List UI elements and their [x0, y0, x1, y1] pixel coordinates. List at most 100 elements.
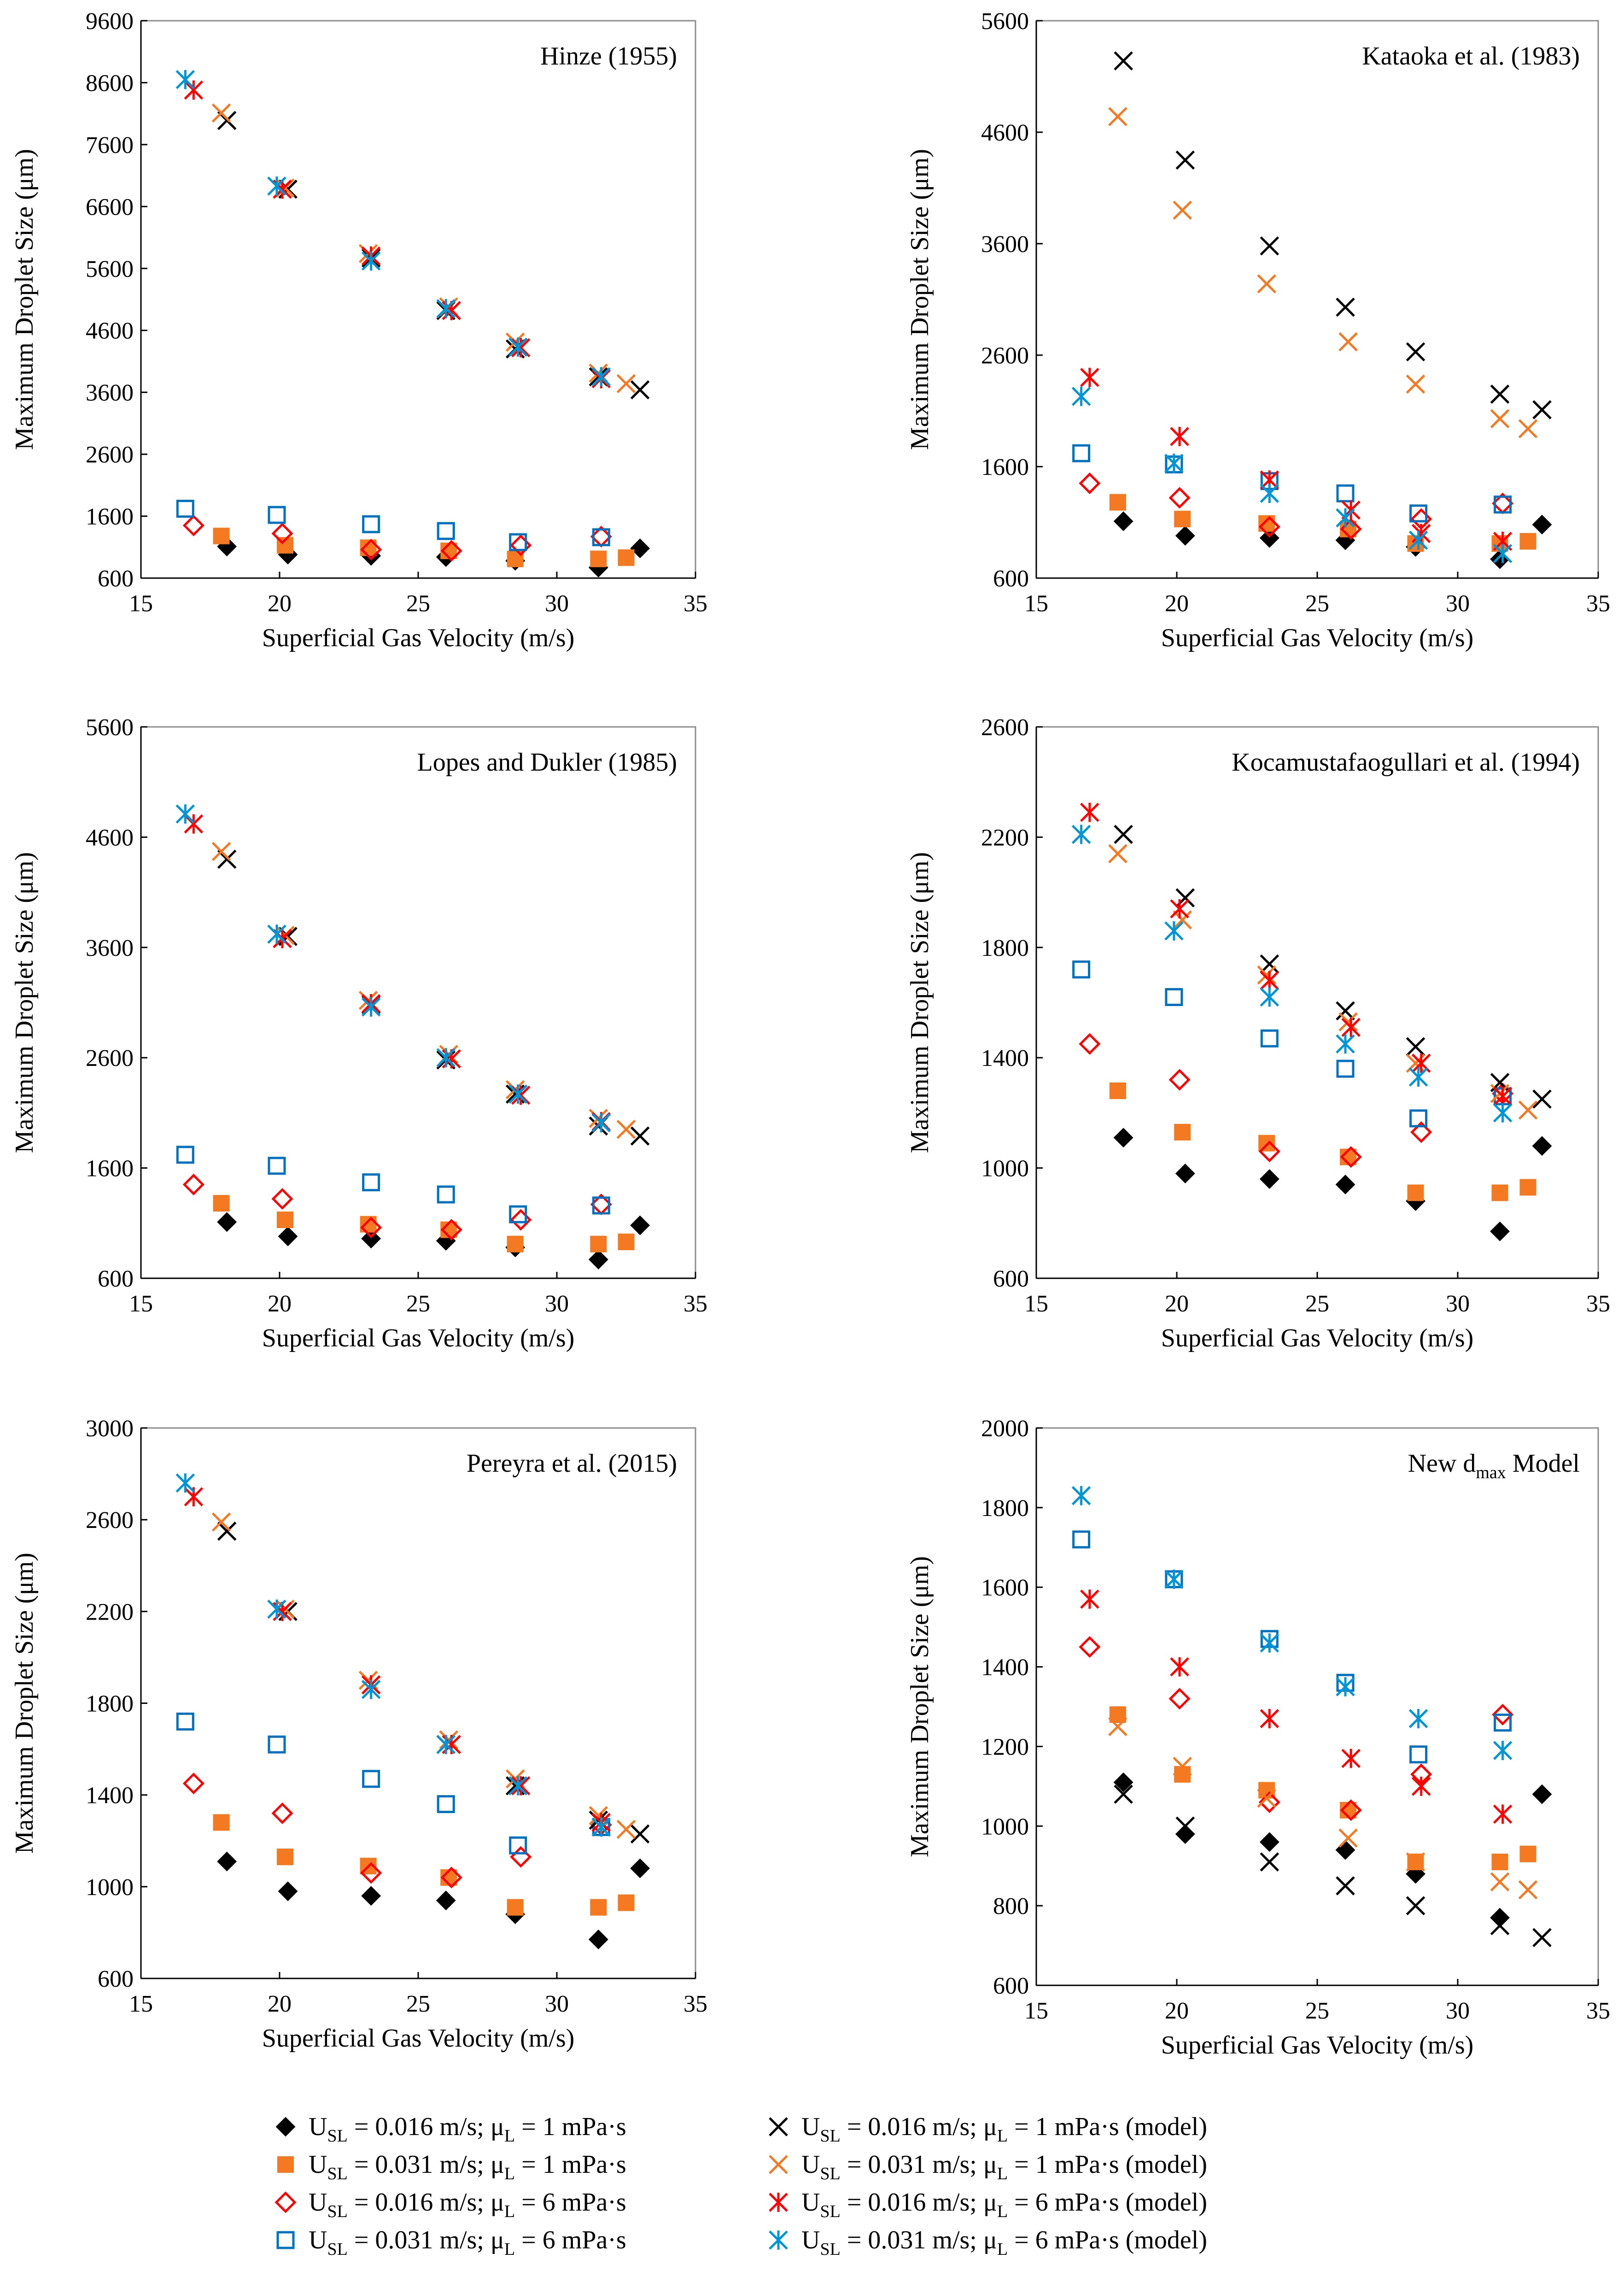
x-axis-label: Superficial Gas Velocity (m/s) — [262, 1324, 575, 1352]
data-point — [1490, 384, 1510, 404]
data-point — [1260, 1029, 1279, 1047]
y-tick-label: 1800 — [981, 935, 1029, 961]
data-point — [217, 1212, 237, 1232]
x-tick-label: 35 — [683, 591, 707, 617]
data-point — [591, 1817, 611, 1837]
data-point — [1170, 1657, 1189, 1677]
data-point — [1260, 1852, 1279, 1872]
data-point — [1114, 825, 1133, 844]
legend-item: USL = 0.031 m/s; μL = 6 mPa·s (model) — [769, 2226, 1207, 2259]
legend-marker — [769, 2193, 788, 2212]
series-5 — [217, 849, 650, 1146]
legend-label: USL = 0.016 m/s; μL = 1 mPa·s — [309, 2112, 626, 2146]
data-point — [362, 515, 380, 533]
x-tick-label: 25 — [406, 1991, 430, 2017]
data-point — [440, 540, 462, 562]
series-1 — [1113, 1772, 1552, 1928]
data-point — [616, 374, 636, 393]
data-point — [511, 1776, 531, 1796]
data-point — [361, 1679, 381, 1699]
data-point — [1490, 549, 1510, 569]
y-tick-label: 600 — [98, 1966, 134, 1992]
data-point — [1532, 400, 1552, 420]
series-6 — [1108, 107, 1538, 439]
y-tick-label: 1800 — [86, 1691, 134, 1717]
y-tick-label: 3600 — [86, 380, 134, 406]
x-tick-label: 30 — [1446, 1998, 1470, 2024]
data-point — [590, 1235, 607, 1252]
data-point — [1532, 1089, 1552, 1109]
series-2 — [213, 1814, 635, 1916]
series-3 — [1079, 1636, 1514, 1821]
y-tick-label: 2600 — [86, 1045, 134, 1071]
data-point — [1175, 526, 1195, 546]
data-point — [510, 1846, 532, 1868]
data-point — [507, 1235, 524, 1252]
x-tick-label: 15 — [1024, 1998, 1048, 2024]
y-axis-label: Maximum Droplet Size (μm) — [10, 149, 39, 450]
x-axis-label: Superficial Gas Velocity (m/s) — [1161, 2031, 1474, 2060]
x-tick-label: 15 — [129, 1991, 153, 2017]
data-point — [211, 1512, 231, 1532]
series-3 — [182, 1773, 612, 1889]
data-point — [1260, 236, 1279, 256]
x-tick-label: 35 — [683, 1291, 707, 1317]
data-point — [508, 337, 528, 357]
series-7 — [184, 814, 611, 1131]
data-point — [277, 1211, 294, 1229]
series-4 — [1072, 960, 1512, 1128]
data-point — [589, 1806, 608, 1826]
data-point — [267, 925, 286, 944]
legend-marker — [769, 2230, 788, 2250]
series-4 — [1072, 1530, 1512, 1764]
x-tick-label: 25 — [406, 1291, 430, 1317]
y-axis-label: Maximum Droplet Size (μm) — [905, 852, 934, 1153]
data-point — [1260, 1633, 1279, 1653]
data-point — [591, 1113, 611, 1133]
x-tick-label: 35 — [1586, 1998, 1610, 2024]
data-point — [1113, 511, 1133, 531]
data-point — [1175, 1816, 1195, 1836]
data-point — [1490, 409, 1510, 428]
x-tick-label: 15 — [1024, 1291, 1048, 1317]
series-2 — [213, 1195, 635, 1252]
series-7 — [184, 80, 611, 388]
data-point — [588, 1249, 608, 1270]
x-tick-label: 35 — [1586, 591, 1610, 617]
chart-panel-5: 600 1000 1400 1800 2200 2600 3000 15 20 25 30 35 Sup… — [10, 1416, 707, 2053]
y-tick-label: 7600 — [86, 132, 134, 158]
data-point — [1407, 1184, 1424, 1201]
data-point — [182, 1773, 204, 1795]
data-point — [508, 1776, 528, 1796]
data-point — [437, 522, 455, 540]
data-point — [1173, 1756, 1192, 1776]
data-point — [1338, 1012, 1358, 1032]
x-axis-label: Superficial Gas Velocity (m/s) — [1161, 624, 1474, 652]
data-point — [1260, 484, 1279, 503]
data-point — [1519, 1179, 1536, 1196]
data-point — [1257, 1789, 1276, 1808]
data-point — [1519, 1845, 1536, 1862]
x-tick-label: 30 — [1446, 1291, 1470, 1317]
series-8 — [1071, 825, 1513, 1123]
data-point — [1173, 910, 1192, 930]
series-3 — [182, 1173, 612, 1241]
data-point — [436, 1735, 456, 1755]
data-point — [1079, 1033, 1101, 1055]
legend-label: USL = 0.031 m/s; μL = 1 mPa·s (model) — [801, 2150, 1207, 2183]
data-point — [1336, 484, 1355, 503]
series-5 — [1114, 51, 1552, 420]
data-point — [436, 299, 456, 319]
data-point — [268, 506, 286, 524]
y-tick-label: 1800 — [981, 1495, 1029, 1521]
y-tick-label: 9600 — [86, 8, 134, 35]
y-tick-label: 2600 — [981, 343, 1029, 369]
y-tick-label: 1000 — [86, 1874, 134, 1901]
plot-frame — [1035, 726, 1599, 1279]
data-point — [1336, 508, 1355, 528]
y-tick-label: 8600 — [86, 70, 134, 96]
data-point — [1336, 1059, 1355, 1078]
x-tick-label: 15 — [129, 1291, 153, 1317]
data-point — [360, 1217, 382, 1239]
legend-marker — [275, 2191, 297, 2213]
